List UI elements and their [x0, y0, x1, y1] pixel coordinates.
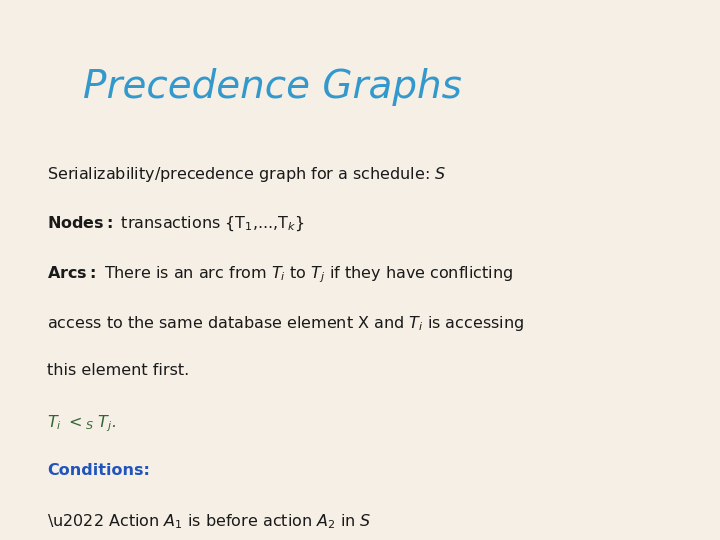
Text: this element first.: this element first. [47, 363, 189, 379]
Text: $\mathit{T}_i$ $<$$_S$ $\mathit{T}_j$.: $\mathit{T}_i$ $<$$_S$ $\mathit{T}_j$. [47, 413, 116, 434]
Text: \u2022 Action $\mathit{A}_1$ is before action $\mathit{A}_2$ in $\mathit{S}$: \u2022 Action $\mathit{A}_1$ is before a… [47, 512, 372, 531]
Text: $\mathbf{Arcs:}$ There is an arc from $\mathit{T}_i$ to $\mathit{T}_j$ if they h: $\mathbf{Arcs:}$ There is an arc from $\… [47, 264, 513, 285]
Text: Precedence Graphs: Precedence Graphs [83, 68, 462, 105]
Text: access to the same database element X and $\mathit{T}_i$ is accessing: access to the same database element X an… [47, 314, 524, 333]
Text: Conditions:: Conditions: [47, 463, 150, 478]
Text: Serializability/precedence graph for a schedule: $\mathit{S}$: Serializability/precedence graph for a s… [47, 165, 446, 184]
Text: $\mathbf{Nodes:}$ transactions {$\mathregular{T}_1$,...,$\mathregular{T}_k$}: $\mathbf{Nodes:}$ transactions {$\mathre… [47, 214, 305, 233]
